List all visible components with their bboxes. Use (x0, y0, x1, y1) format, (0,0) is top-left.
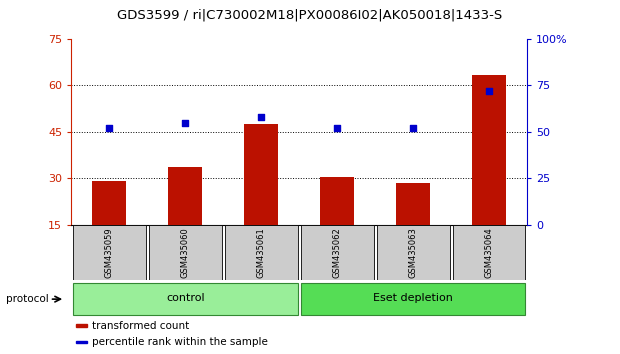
Bar (472, 75, 506, 225)
Bar (73, 225, 146, 280)
Bar (396, 183, 430, 225)
Text: GSM435059: GSM435059 (105, 227, 114, 278)
Text: transformed count: transformed count (92, 321, 189, 331)
Bar (244, 124, 278, 225)
Point (484, 88, 494, 94)
Text: GDS3599 / ri|C730002M18|PX00086I02|AK050018|1433-S: GDS3599 / ri|C730002M18|PX00086I02|AK050… (117, 9, 503, 22)
Text: GSM435064: GSM435064 (484, 227, 494, 278)
Bar (73, 283, 298, 315)
Text: protocol: protocol (6, 294, 49, 304)
Bar (92, 181, 126, 225)
Bar (76, 341, 87, 343)
Text: GSM435061: GSM435061 (257, 227, 266, 278)
Bar (301, 283, 526, 315)
Point (180, 120, 190, 125)
Text: percentile rank within the sample: percentile rank within the sample (92, 337, 268, 347)
Point (104, 125, 114, 131)
Bar (224, 225, 298, 280)
Point (408, 125, 418, 131)
Point (332, 125, 342, 131)
Bar (376, 225, 450, 280)
Bar (168, 167, 202, 225)
Text: GSM435063: GSM435063 (409, 227, 418, 278)
Text: GSM435060: GSM435060 (180, 227, 190, 278)
Point (256, 114, 266, 120)
Bar (320, 177, 354, 225)
Bar (149, 225, 222, 280)
Text: control: control (166, 293, 205, 303)
Text: Eset depletion: Eset depletion (373, 293, 453, 303)
Bar (453, 225, 526, 280)
Text: GSM435062: GSM435062 (332, 227, 342, 278)
Bar (301, 225, 374, 280)
Bar (76, 325, 87, 327)
